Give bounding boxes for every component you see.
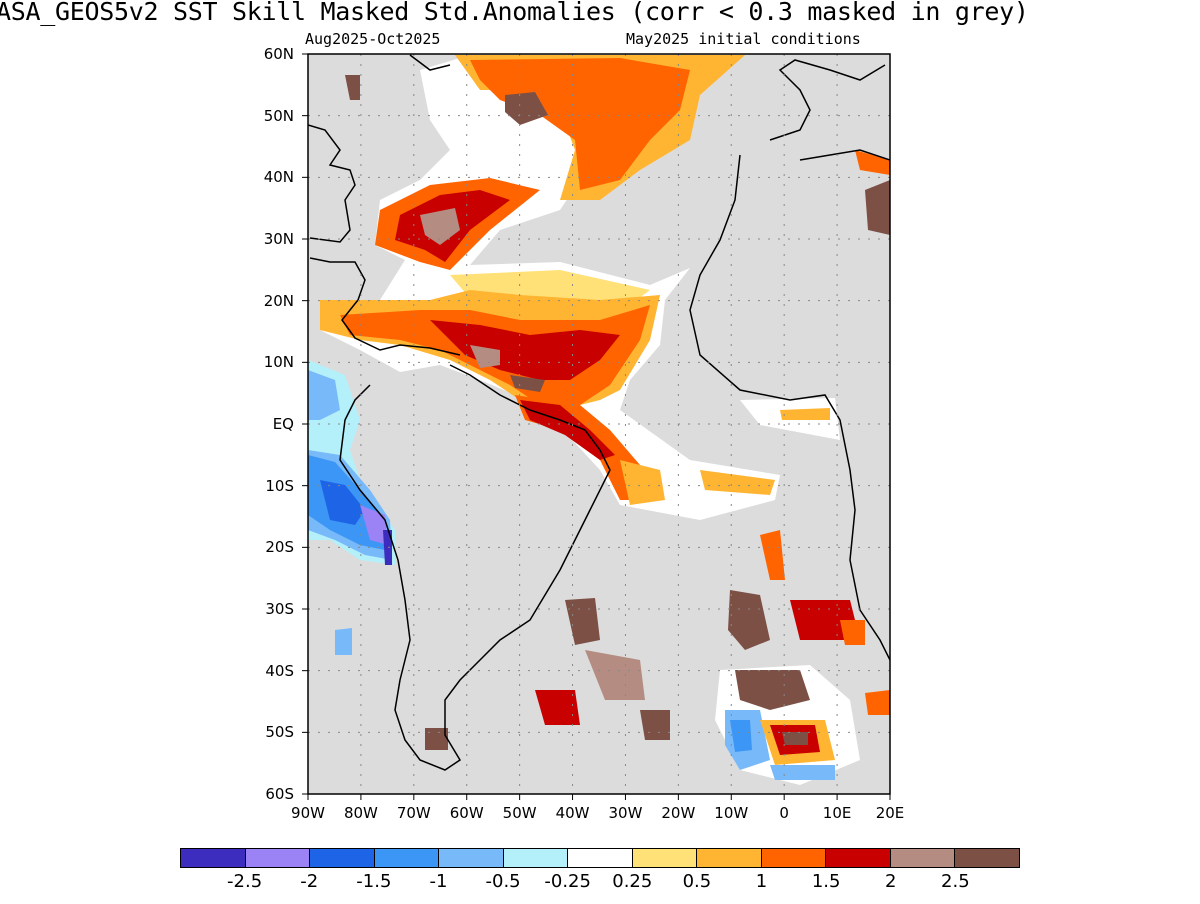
brown-anomaly [420, 208, 460, 245]
gulf-coast [309, 257, 461, 356]
colorbar-swatch [439, 849, 504, 867]
brown-anomaly [728, 590, 770, 650]
longitude-label: 0 [779, 804, 789, 822]
colorbar-swatch [568, 849, 633, 867]
brown-anomaly [345, 75, 360, 100]
cool-anomaly [308, 370, 340, 420]
longitude-label: 50W [502, 804, 537, 822]
cool-anomaly [730, 720, 752, 752]
latitude-label: 30N [263, 230, 294, 248]
gridlines [308, 54, 890, 794]
cool-anomaly [383, 530, 392, 565]
brown-anomaly [865, 180, 890, 235]
longitude-label: 60W [449, 804, 484, 822]
colorbar-label: -0.25 [544, 871, 591, 892]
warm-anomaly [760, 530, 785, 580]
colorbar-swatch [826, 849, 891, 867]
brown-anomaly [505, 92, 548, 125]
warm-anomaly [620, 460, 665, 505]
longitude-label: 10W [714, 804, 749, 822]
longitude-label: 70W [396, 804, 431, 822]
anomaly-patches [308, 55, 890, 785]
colorbar-label: 0.25 [612, 871, 653, 892]
colorbar-swatch [761, 849, 827, 867]
europe-coast [769, 59, 890, 161]
colorbar-swatch [310, 849, 375, 867]
latitude-label: 60S [265, 785, 294, 803]
colorbar-label: 2.5 [941, 871, 970, 892]
brown-anomaly [735, 670, 810, 710]
colorbar-swatch [374, 849, 440, 867]
longitude-label: 80W [343, 804, 378, 822]
brown-anomaly [782, 732, 808, 745]
colorbar [180, 848, 1020, 868]
axis-ticks [302, 53, 891, 800]
latitude-label: 50S [265, 723, 294, 742]
colorbar-label: 2 [885, 871, 897, 892]
brown-anomaly [510, 375, 545, 392]
latitude-label: 50N [263, 106, 294, 125]
colorbar-swatch [503, 849, 569, 867]
latitude-label: 60N [263, 45, 294, 63]
latitude-label: 30S [265, 600, 294, 618]
warm-anomaly [780, 408, 830, 420]
cool-anomaly [770, 765, 835, 780]
colorbar-swatch [181, 849, 246, 867]
initial-conditions: May2025 initial conditions [626, 30, 861, 48]
brown-anomaly [425, 728, 448, 750]
latitude-label: 20S [265, 538, 294, 557]
warm-anomaly [700, 470, 775, 495]
latitude-label: 40N [263, 168, 294, 187]
colorbar-label: 0.5 [682, 871, 712, 892]
colorbar-swatch [245, 849, 311, 867]
cool-anomaly [335, 628, 352, 655]
warm-anomaly [865, 690, 890, 715]
latitude-label: 40S [265, 661, 294, 680]
latitude-label: EQ [272, 415, 294, 433]
colorbar-swatch [955, 849, 1019, 867]
valid-period: Aug2025-Oct2025 [305, 30, 441, 48]
warm-anomaly [470, 58, 690, 190]
warm-anomaly [840, 620, 865, 645]
colorbar-label: 1.5 [811, 871, 841, 892]
colorbar-label: -2.5 [227, 871, 263, 892]
strong-warm-anomaly [535, 690, 580, 725]
colorbar-swatch [697, 849, 762, 867]
brown-anomaly [640, 710, 670, 740]
latitude-label: 10N [263, 353, 294, 372]
brown-anomaly [470, 345, 500, 368]
latitude-label: 10S [265, 476, 294, 495]
longitude-label: 20W [661, 804, 696, 822]
cool-anomaly [320, 480, 365, 525]
longitude-label: 30W [608, 804, 643, 822]
longitude-label: 90W [291, 804, 325, 822]
colorbar-swatch [890, 849, 956, 867]
longitude-label: 40W [555, 804, 590, 822]
chart-title: ASA_GEOS5v2 SST Skill Masked Std.Anomali… [0, 0, 1029, 26]
colorbar-label: 1 [755, 871, 768, 892]
north-america-coast [308, 124, 356, 243]
south-america-coast [339, 364, 611, 771]
longitude-label: 20E [875, 804, 905, 822]
coastlines [308, 54, 890, 771]
colorbar-label: -2 [300, 871, 319, 892]
colorbar-swatch [632, 849, 698, 867]
greenland-coast [409, 54, 451, 71]
brown-anomaly [585, 650, 645, 700]
latitude-label: 20N [263, 291, 294, 310]
colorbar-label: -1.5 [356, 871, 392, 892]
brown-anomaly [565, 598, 600, 645]
colorbar-label: -0.5 [485, 871, 521, 892]
longitude-label: 10E [822, 804, 852, 822]
warm-anomaly [855, 150, 890, 175]
africa-coast [689, 154, 890, 661]
colorbar-label: -1 [429, 871, 448, 892]
